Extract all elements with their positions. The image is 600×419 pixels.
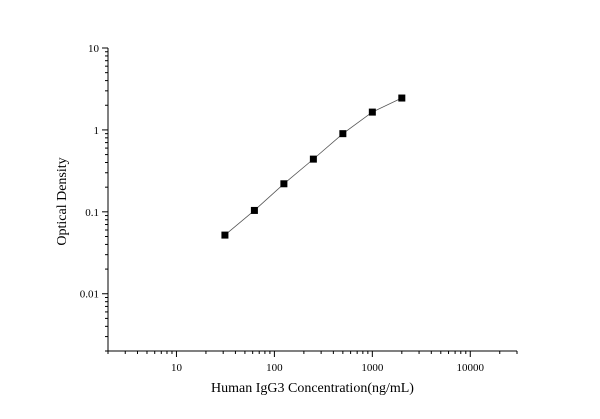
data-point [309, 155, 317, 163]
x-tick-label: 10000 [457, 362, 485, 374]
data-point [368, 108, 376, 116]
y-tick-label: 10 [88, 43, 100, 55]
y-tick-label: 0.01 [80, 289, 99, 301]
data-point [250, 206, 258, 214]
data-point [339, 130, 347, 138]
y-tick-label: 1 [94, 125, 100, 137]
y-axis-label: Optical Density [55, 157, 70, 245]
data-point [398, 94, 406, 102]
series-line [224, 97, 402, 236]
x-axis-label: Human IgG3 Concentration(ng/mL) [211, 381, 414, 396]
y-tick-label: 0.1 [85, 207, 99, 219]
fit-curve [224, 97, 402, 236]
x-tick-label: 100 [266, 362, 283, 374]
x-tick-label: 1000 [361, 362, 384, 374]
x-tick-label: 10 [171, 362, 183, 374]
axes: 10 100 1000 10000 0.01 0.1 1 10 [80, 43, 518, 374]
data-points [221, 94, 406, 239]
data-point [280, 180, 288, 188]
data-point [221, 231, 229, 239]
